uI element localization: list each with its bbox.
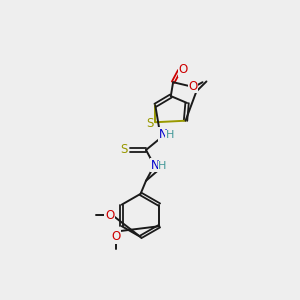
Text: S: S — [146, 116, 154, 130]
Text: S: S — [121, 143, 128, 157]
Text: H: H — [166, 130, 174, 140]
Text: N: N — [159, 128, 167, 141]
Text: O: O — [111, 230, 120, 244]
Text: N: N — [151, 159, 160, 172]
Text: H: H — [158, 161, 166, 171]
Text: O: O — [189, 80, 198, 92]
Text: O: O — [105, 209, 114, 222]
Text: O: O — [178, 63, 188, 76]
